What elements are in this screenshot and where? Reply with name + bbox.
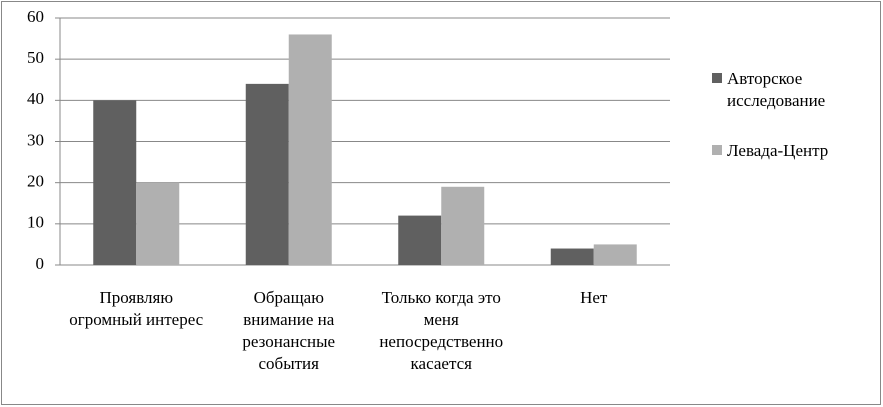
bar — [93, 100, 137, 265]
x-tick-label: Нет — [580, 288, 608, 307]
x-tick-label: Обращаю внимание на резонансные события — [242, 288, 336, 373]
bar — [136, 182, 180, 265]
bar — [441, 186, 485, 265]
y-tick-label: 30 — [27, 130, 44, 149]
legend-label: Авторское исследование — [727, 69, 826, 110]
legend-swatch — [712, 73, 722, 83]
bar — [398, 215, 442, 265]
bar — [550, 248, 594, 265]
y-tick-label: 40 — [27, 89, 44, 108]
y-tick-label: 20 — [27, 172, 44, 191]
bar — [593, 244, 637, 265]
legend-swatch — [712, 145, 722, 155]
x-tick-label: Только когда это меня непосредственно ка… — [379, 288, 504, 373]
x-tick-label: Проявляю огромный интерес — [69, 288, 204, 329]
bar — [288, 34, 332, 265]
bar — [245, 83, 289, 265]
y-tick-label: 50 — [27, 48, 44, 67]
y-tick-label: 60 — [27, 7, 44, 26]
y-tick-label: 10 — [27, 213, 44, 232]
legend-label: Левада-Центр — [727, 141, 829, 160]
y-tick-label: 0 — [36, 254, 45, 273]
